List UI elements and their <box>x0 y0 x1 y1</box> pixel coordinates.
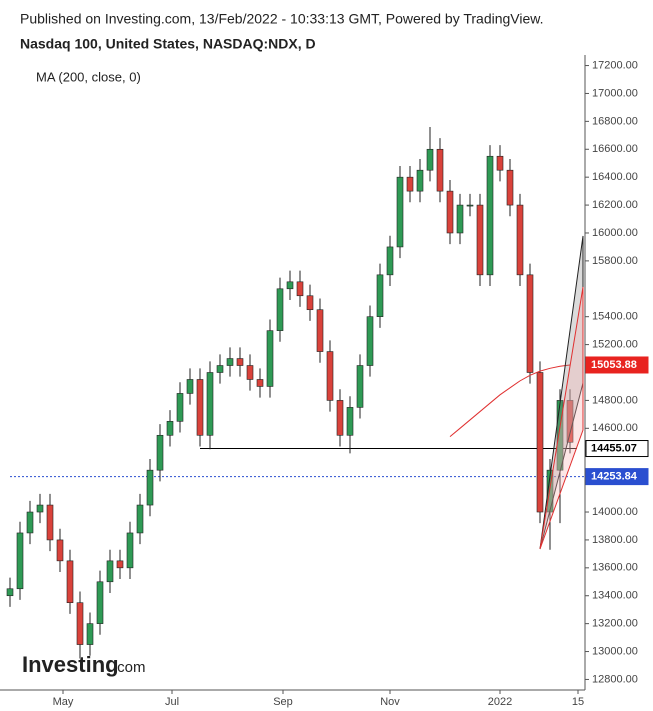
y-tick-label: 16800.00 <box>592 115 638 127</box>
price-label: 14455.07 <box>591 442 637 454</box>
price-label-box <box>585 440 649 458</box>
y-tick-label: 15200.00 <box>592 339 638 351</box>
candle-body <box>426 148 434 171</box>
candle-body <box>86 623 94 645</box>
candle-body <box>536 372 544 513</box>
candle-body <box>226 358 234 366</box>
plot-area: 12800.00 13000.00 13200.00 13400.00 13600.00… <box>6 59 638 708</box>
candle-body <box>376 274 384 317</box>
candle-body <box>126 532 134 569</box>
x-tick-label: Sep <box>273 696 293 708</box>
moving-average <box>449 364 571 438</box>
candle-body <box>26 511 34 534</box>
y-tick-label: 15800.00 <box>592 255 638 267</box>
candle-body <box>96 581 104 624</box>
candle-body <box>486 155 494 276</box>
y-tick-label: 13200.00 <box>592 618 638 630</box>
x-tick-label: Jul <box>165 696 179 708</box>
candle-body <box>326 351 334 401</box>
x-tick-label: 15 <box>572 696 584 708</box>
candle-body <box>216 365 224 373</box>
candle-body <box>156 434 164 471</box>
candle-body <box>456 204 464 234</box>
y-tick-label: 12800.00 <box>592 673 638 685</box>
logo-suffix: .com <box>113 659 146 676</box>
indicator-label: MA (200, close, 0) <box>36 69 141 84</box>
candle-body <box>306 295 314 311</box>
candle-body <box>336 400 344 436</box>
y-tick-label: 16400.00 <box>592 171 638 183</box>
y-tick-label: 16200.00 <box>592 199 638 211</box>
candle-body <box>416 169 424 192</box>
candle-body <box>6 588 14 597</box>
candle-body <box>396 176 404 248</box>
x-tick-label: May <box>53 696 74 708</box>
channel-pattern <box>539 286 584 550</box>
candle-body <box>496 155 504 171</box>
candle-body <box>406 176 414 192</box>
price-label: 14253.84 <box>591 471 638 483</box>
candle-body <box>266 330 274 387</box>
y-tick-label: 13400.00 <box>592 590 638 602</box>
y-tick-label: 15400.00 <box>592 311 638 323</box>
candle-body <box>246 365 254 380</box>
candle-body <box>196 379 204 436</box>
candle-body <box>186 379 194 394</box>
candle-body <box>506 169 514 206</box>
logo: Investing <box>22 652 119 677</box>
candle-body <box>286 281 294 290</box>
y-tick-label: 14000.00 <box>592 506 638 518</box>
candle-body <box>446 190 454 234</box>
y-tick-label: 13000.00 <box>592 645 638 657</box>
candle-body <box>436 148 444 192</box>
price-label-box <box>585 468 649 486</box>
price-label: 15053.88 <box>591 359 637 371</box>
y-tick-label: 16000.00 <box>592 227 638 239</box>
y-tick-label: 14600.00 <box>592 422 638 434</box>
candle-body <box>116 560 124 569</box>
candle-body <box>56 539 64 562</box>
candle-body <box>356 365 364 408</box>
candle-body <box>66 560 74 604</box>
x-tick-label: Nov <box>380 696 400 708</box>
candle-body <box>46 504 54 541</box>
candle-body <box>166 421 174 436</box>
candle-body <box>236 358 244 366</box>
candle-body <box>176 393 184 422</box>
candle-body <box>206 372 214 436</box>
publish-note: Published on Investing.com, 13/Feb/2022 … <box>20 11 544 27</box>
candle-body <box>256 379 264 387</box>
candle-body <box>76 602 84 645</box>
y-tick-label: 14800.00 <box>592 394 638 406</box>
candle-body <box>386 246 394 276</box>
candle-body <box>346 407 354 436</box>
candle-body <box>276 288 284 331</box>
y-tick-label: 16600.00 <box>592 143 638 155</box>
candle-body <box>36 504 44 513</box>
price-label-box <box>585 356 649 374</box>
chart-title: Nasdaq 100, United States, NASDAQ:NDX, D <box>20 36 316 52</box>
candle-body <box>316 309 324 352</box>
y-tick-label: 13800.00 <box>592 534 638 546</box>
candle-body <box>16 532 24 590</box>
x-tick-label: 2022 <box>488 696 512 708</box>
candle-body <box>296 281 304 297</box>
candle-body <box>136 504 144 534</box>
candle-body <box>366 316 374 366</box>
candle-body <box>106 560 114 583</box>
candle-body <box>516 204 524 276</box>
candle-body <box>476 204 484 276</box>
y-tick-label: 17200.00 <box>592 59 638 71</box>
y-tick-label: 13600.00 <box>592 562 638 574</box>
candle-body <box>466 204 474 207</box>
candle-body <box>526 274 534 373</box>
y-tick-label: 17000.00 <box>592 87 638 99</box>
candle-body <box>146 469 154 506</box>
